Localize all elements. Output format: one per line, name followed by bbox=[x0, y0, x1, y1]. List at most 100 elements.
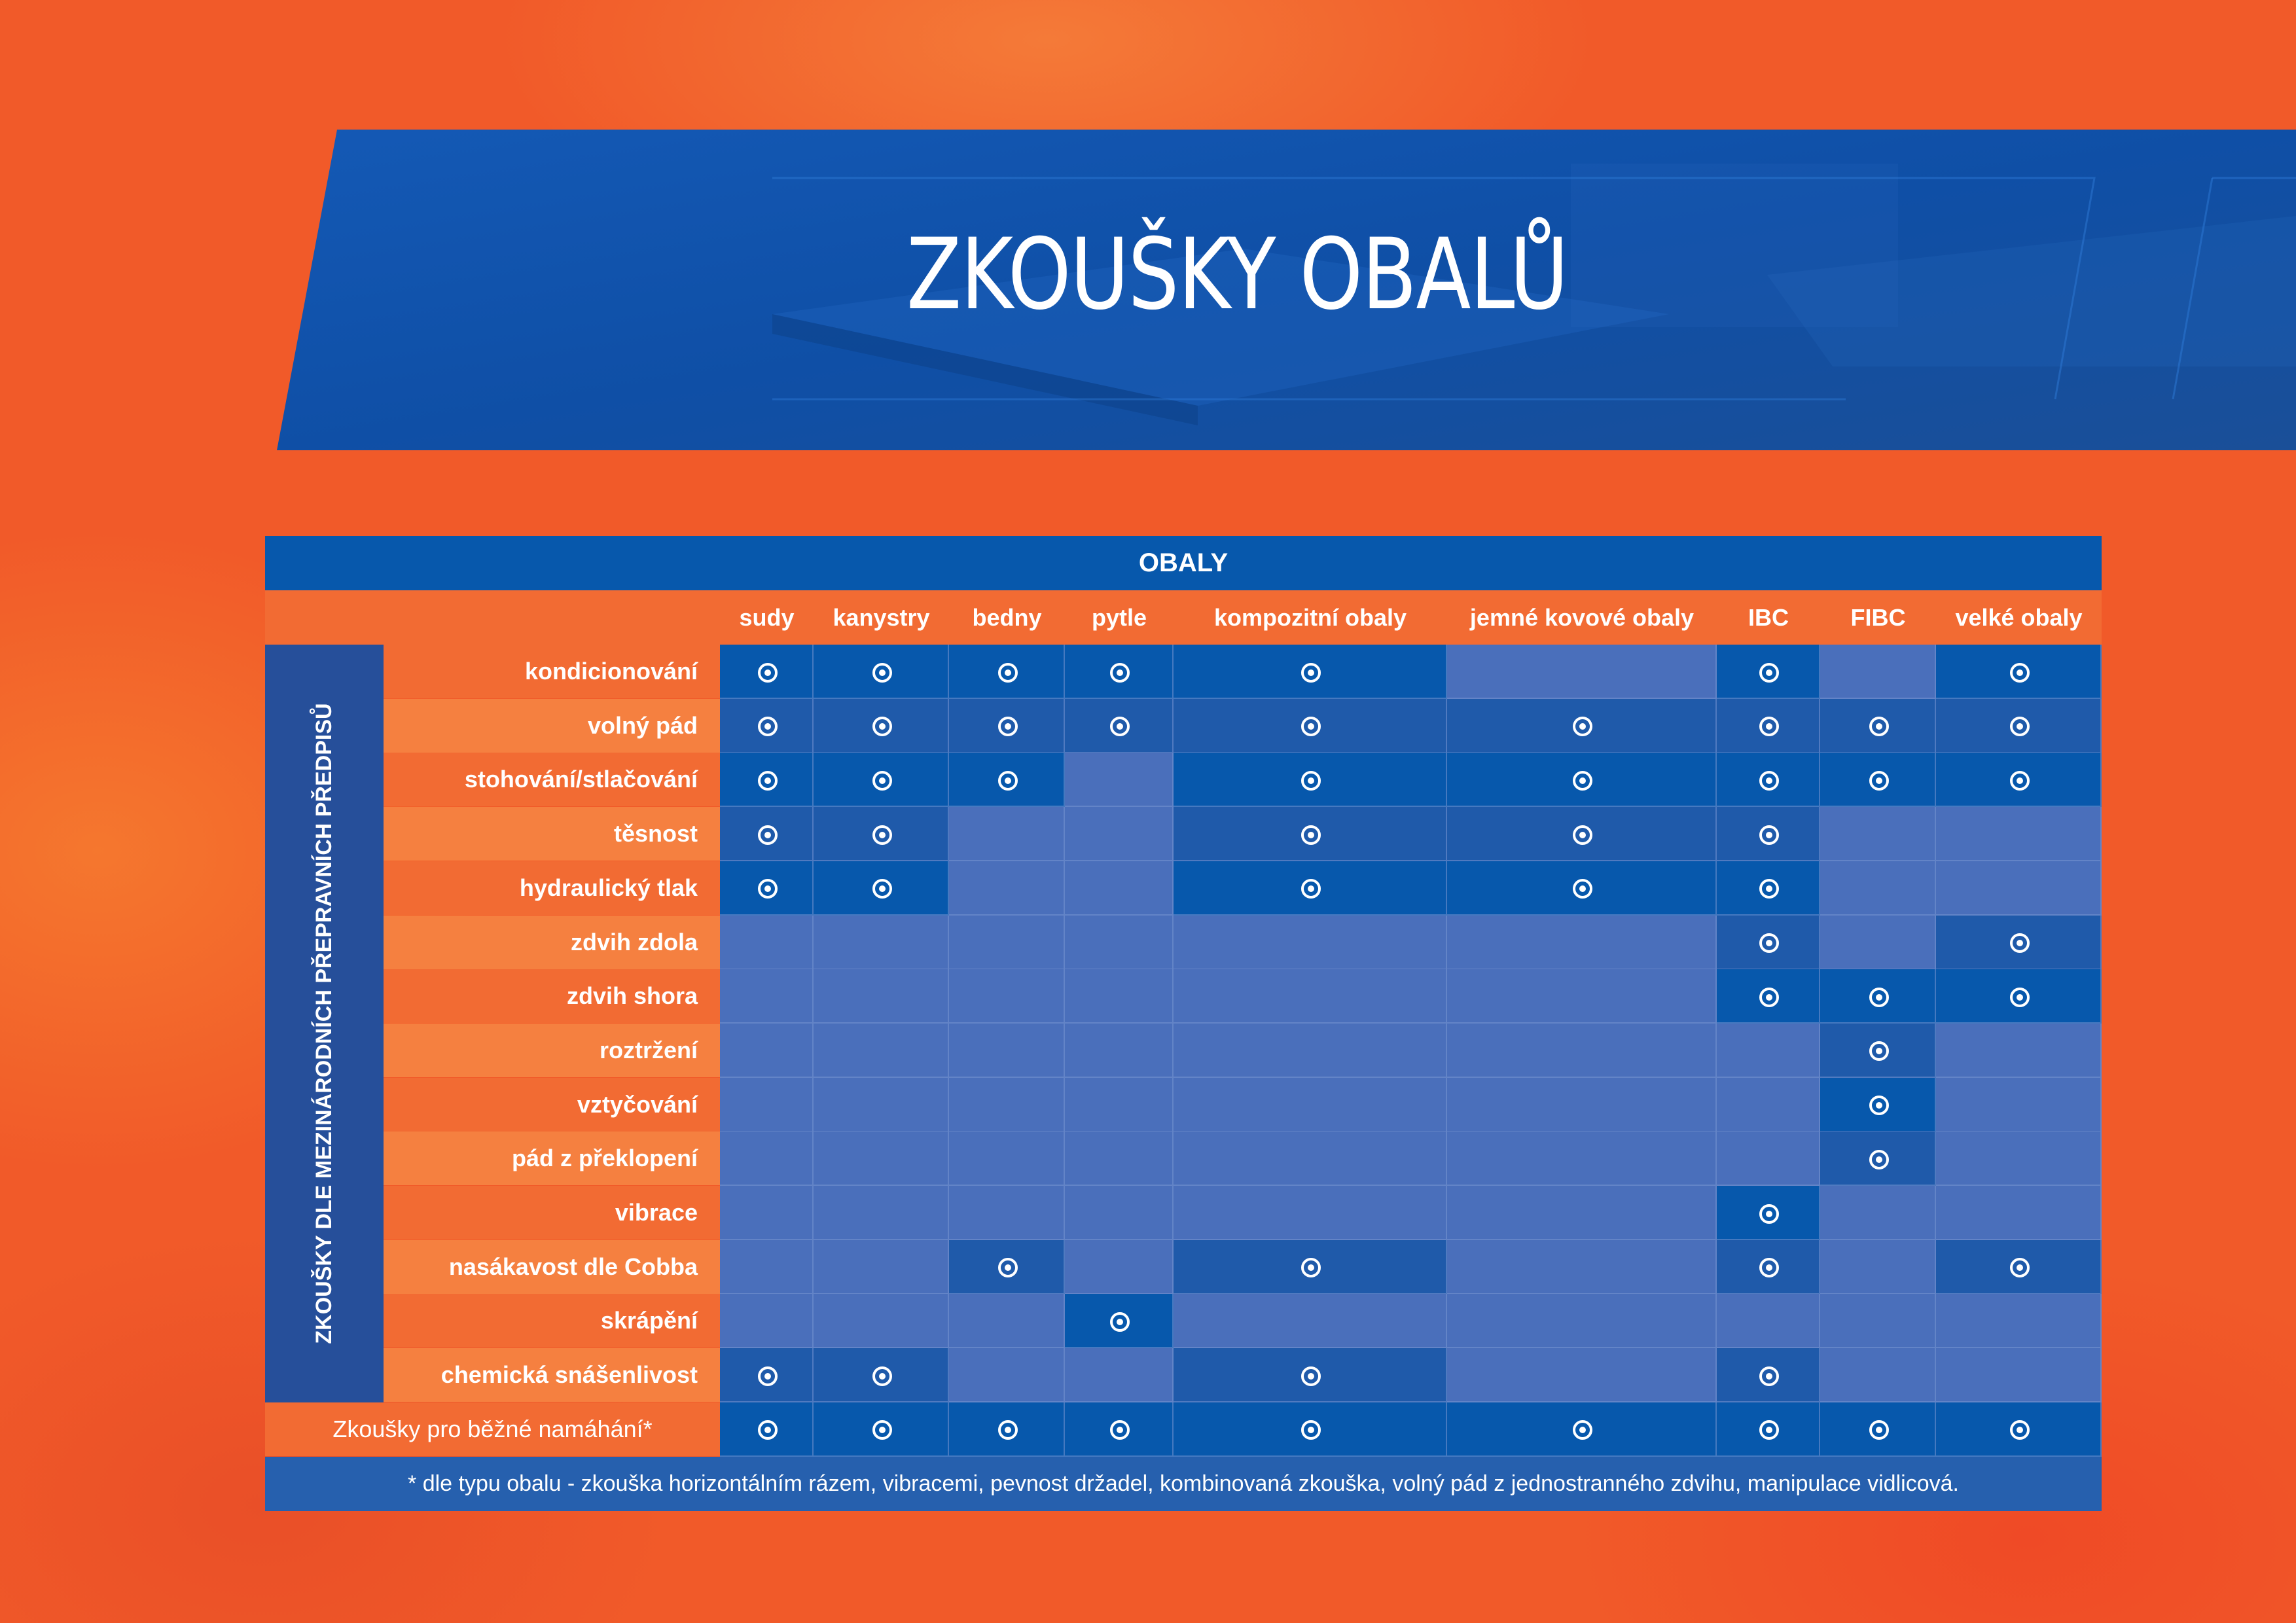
test-cell-applicable bbox=[1936, 1402, 2102, 1457]
test-cell-empty bbox=[1717, 1132, 1820, 1186]
target-dot-icon bbox=[1301, 770, 1321, 791]
test-cell-applicable bbox=[1174, 1240, 1447, 1294]
target-dot-icon bbox=[1869, 1096, 1889, 1116]
target-dot-icon bbox=[1301, 662, 1321, 683]
test-cell-applicable bbox=[1447, 1402, 1717, 1457]
target-dot-icon bbox=[1759, 717, 1779, 737]
test-cell-empty bbox=[1820, 1294, 1936, 1349]
column-headers: sudy kanystry bedny pytle kompozitní obaly je… bbox=[265, 590, 2102, 645]
target-dot-icon bbox=[1759, 770, 1779, 791]
column-header: sudy bbox=[739, 604, 795, 631]
test-cell-empty bbox=[814, 1077, 949, 1132]
test-cell-applicable bbox=[1447, 698, 1717, 753]
target-dot-icon bbox=[1573, 717, 1592, 737]
test-cell-empty bbox=[1065, 753, 1174, 808]
target-dot-icon bbox=[872, 1420, 892, 1440]
test-cell-empty bbox=[1065, 1132, 1174, 1186]
test-cell-empty bbox=[720, 1023, 814, 1078]
test-cell-empty bbox=[1065, 1023, 1174, 1078]
target-dot-icon bbox=[1301, 1366, 1321, 1386]
test-cell-applicable bbox=[1820, 1402, 1936, 1457]
test-cell-applicable bbox=[1717, 753, 1820, 808]
test-cell-applicable bbox=[1174, 807, 1447, 862]
test-cell-applicable bbox=[1174, 1348, 1447, 1403]
test-cell-applicable bbox=[1717, 1186, 1820, 1240]
page-title: ZKOUŠKY OBALŮ bbox=[906, 218, 1569, 332]
test-cell-empty bbox=[1447, 1077, 1717, 1132]
target-dot-icon bbox=[872, 770, 892, 791]
test-cell-empty bbox=[1065, 1186, 1174, 1240]
test-cell-applicable bbox=[949, 1240, 1065, 1294]
test-cell-empty bbox=[1174, 1077, 1447, 1132]
test-cell-applicable bbox=[1065, 1294, 1174, 1349]
test-cell-empty bbox=[1820, 1240, 1936, 1294]
row-label: vibrace bbox=[384, 1186, 720, 1240]
test-cell-applicable bbox=[720, 753, 814, 808]
test-cell-empty bbox=[720, 1186, 814, 1240]
test-cell-empty bbox=[949, 969, 1065, 1024]
test-cell-empty bbox=[1447, 1240, 1717, 1294]
target-dot-icon bbox=[2009, 1258, 2030, 1278]
target-dot-icon bbox=[1301, 1420, 1321, 1440]
target-dot-icon bbox=[1301, 879, 1321, 899]
target-dot-icon bbox=[997, 770, 1018, 791]
row-label: zdvih zdola bbox=[384, 915, 720, 969]
target-dot-icon bbox=[1869, 717, 1889, 737]
test-cell-applicable bbox=[1820, 1077, 1936, 1132]
test-cell-empty bbox=[814, 1240, 949, 1294]
test-cell-empty bbox=[1936, 1077, 2102, 1132]
target-dot-icon bbox=[1869, 1420, 1889, 1440]
target-dot-icon bbox=[1759, 879, 1779, 899]
test-cell-empty bbox=[1820, 807, 1936, 862]
test-cell-applicable bbox=[1820, 753, 1936, 808]
test-cell-empty bbox=[949, 1077, 1065, 1132]
column-header: bedny bbox=[972, 604, 1042, 631]
test-cell-applicable bbox=[814, 1348, 949, 1403]
test-cell-applicable bbox=[1065, 1402, 1174, 1457]
side-label: ZKOUŠKY DLE MEZINÁRODNÍCH PŘEPRAVNÍCH PŘ… bbox=[312, 703, 336, 1344]
test-cell-applicable bbox=[1820, 969, 1936, 1024]
test-cell-applicable bbox=[1717, 807, 1820, 862]
test-cell-applicable bbox=[1447, 861, 1717, 916]
test-cell-empty bbox=[1820, 1348, 1936, 1403]
column-header: pytle bbox=[1091, 604, 1147, 631]
test-cell-empty bbox=[1447, 1132, 1717, 1186]
column-header: FIBC bbox=[1850, 604, 1906, 631]
test-cell-applicable bbox=[1717, 1402, 1820, 1457]
test-cell-empty bbox=[1717, 1294, 1820, 1349]
test-cell-empty bbox=[1174, 1132, 1447, 1186]
target-dot-icon bbox=[1759, 1258, 1779, 1278]
test-cell-applicable bbox=[720, 645, 814, 699]
test-cell-empty bbox=[949, 1023, 1065, 1078]
test-cell-empty bbox=[1065, 1348, 1174, 1403]
test-cell-applicable bbox=[1174, 645, 1447, 699]
footnote: * dle typu obalu - zkouška horizontálním… bbox=[265, 1457, 2102, 1511]
row-label: vztyčování bbox=[384, 1077, 720, 1132]
test-cell-empty bbox=[1447, 1023, 1717, 1078]
target-dot-icon bbox=[1869, 987, 1889, 1007]
test-cell-applicable bbox=[720, 1348, 814, 1403]
test-cell-applicable bbox=[814, 807, 949, 862]
target-dot-icon bbox=[1759, 933, 1779, 953]
test-cell-applicable bbox=[1820, 1023, 1936, 1078]
test-cell-empty bbox=[720, 915, 814, 970]
test-cell-empty bbox=[1936, 807, 2102, 862]
test-cell-applicable bbox=[949, 1402, 1065, 1457]
test-cell-applicable bbox=[1065, 645, 1174, 699]
test-cell-empty bbox=[1936, 1348, 2102, 1403]
test-cell-empty bbox=[814, 969, 949, 1024]
row-label: skrápění bbox=[384, 1294, 720, 1348]
test-cell-empty bbox=[1447, 1186, 1717, 1240]
test-cell-empty bbox=[949, 915, 1065, 970]
test-cell-empty bbox=[814, 1132, 949, 1186]
target-dot-icon bbox=[757, 1366, 778, 1386]
test-cell-empty bbox=[1447, 1294, 1717, 1349]
target-dot-icon bbox=[2009, 987, 2030, 1007]
packaging-tests-table: OBALY sudy kanystry bedny pytle kompozitní o… bbox=[265, 536, 2102, 1511]
column-header: velké obaly bbox=[1955, 604, 2083, 631]
test-cell-empty bbox=[720, 969, 814, 1024]
target-dot-icon bbox=[872, 717, 892, 737]
test-cell-empty bbox=[1820, 1186, 1936, 1240]
test-cell-empty bbox=[720, 1132, 814, 1186]
test-cell-empty bbox=[1174, 1294, 1447, 1349]
